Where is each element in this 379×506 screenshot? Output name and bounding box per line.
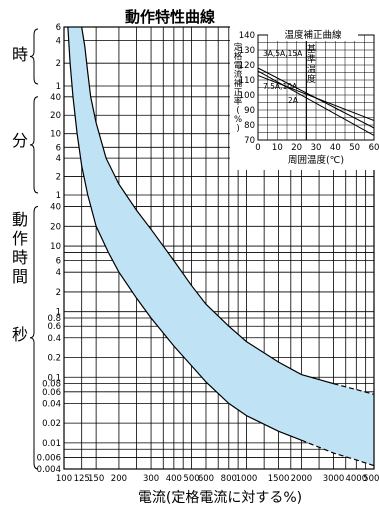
inset-x-tick-label: 30	[311, 143, 322, 153]
x-tick-label: 125	[74, 474, 90, 484]
y-tick-label: 4	[56, 268, 61, 278]
x-tick-label: 4000	[345, 474, 367, 484]
inset-y-tick-label: 140	[239, 31, 255, 41]
x-tick-label: 800	[221, 474, 237, 484]
y-tick-label: 40	[50, 203, 61, 213]
y-tick-label: 0.4	[47, 334, 61, 344]
annotation-reference-temperature: 基準温度	[307, 43, 316, 85]
x-tick-label: 5000	[363, 474, 379, 484]
x-tick-label: 400	[166, 474, 182, 484]
inset-y-tick-label: 70	[244, 136, 255, 146]
y-tick-label: 0.06	[42, 388, 61, 398]
max-time-curve-solid	[81, 27, 334, 385]
inset-y-tick-label: 120	[239, 61, 255, 71]
x-tick-label: 600	[198, 474, 214, 484]
inset-y-tick-label: 110	[239, 76, 255, 86]
x-tick-label: 2000	[291, 474, 313, 484]
y-tick-label: 0.8	[47, 314, 61, 324]
inset-x-tick-label: 10	[272, 143, 283, 153]
x-tick-label: 150	[88, 474, 104, 484]
y-tick-label: 6	[56, 23, 61, 33]
inset-y-axis-title: 定格電流補正率(%)	[234, 42, 243, 134]
inset-y-tick-label: 90	[244, 106, 255, 116]
min-time-curve-dashed	[301, 439, 374, 467]
y-tick-label: 0.02	[42, 419, 61, 429]
y-tick-label: 6	[56, 143, 61, 153]
main-plot-frame	[63, 26, 375, 470]
y-tick-label: 1	[56, 191, 61, 201]
x-tick-label: 300	[143, 474, 159, 484]
min-time-curve-solid	[67, 27, 302, 441]
y-tick-label: 2	[56, 288, 61, 298]
y-tick-label: 2	[56, 59, 61, 69]
inset-y-axis-title-text: 定格電流補正率(%)	[234, 42, 243, 134]
inset-x-tick-label: 20	[291, 143, 302, 153]
correction-line	[258, 75, 374, 121]
inset-x-tick-label: 60	[369, 143, 379, 153]
inset-y-tick-label: 100	[239, 91, 255, 101]
x-tick-label: 100	[56, 474, 72, 484]
inset-chart-title: 温度補正曲線	[284, 29, 342, 41]
correction-line	[258, 70, 374, 136]
annotation-7-5a-10a: 7.5A,10A	[263, 82, 298, 91]
y-tick-label: 10	[50, 242, 61, 252]
inset-x-tick-label: 0	[255, 143, 260, 153]
y-tick-label: 4	[56, 36, 61, 46]
main-chart-title: 動作特性曲線	[125, 8, 215, 26]
y-tick-label: 1	[56, 308, 61, 318]
y-group-label-seconds: 秒	[12, 325, 28, 344]
y-tick-label: 0.2	[47, 354, 61, 364]
y-tick-label: 6	[56, 257, 61, 267]
x-tick-label: 3000	[323, 474, 345, 484]
y-tick-label: 0.004	[37, 465, 61, 475]
x-tick-label: 200	[111, 474, 127, 484]
inset-annotations: 3A,5A,15A 7.5A,10A 2A 基準温度	[263, 43, 316, 105]
annotation-3a-5a-15a: 3A,5A,15A	[263, 49, 303, 58]
y-tick-label: 0.006	[37, 453, 61, 463]
inset-x-tick-label: 50	[349, 143, 360, 153]
inset-series	[258, 67, 374, 136]
y-group-brace	[29, 96, 39, 194]
y-group-label-hours: 時	[12, 45, 28, 64]
y-tick-label: 2	[56, 173, 61, 183]
tolerance-band	[67, 27, 374, 467]
y-group-brace	[29, 28, 39, 85]
inset-title-box	[268, 27, 358, 41]
inset-y-tick-label: 80	[244, 121, 255, 131]
main-x-axis-title: 電流(定格電流に対する%)	[138, 490, 302, 506]
y-tick-label: 10	[50, 130, 61, 140]
main-y-tick-labels: 6421402010642140201064210.80.60.40.20.10…	[37, 23, 61, 475]
inset-y-tick-label: 130	[239, 46, 255, 56]
y-tick-label: 0.08	[42, 380, 61, 390]
inset-tick-labels: 70 80 90 100 110 120 130 140 0 10 20 30 40 50 60	[239, 31, 379, 153]
y-tick-label: 20	[50, 222, 61, 232]
y-group-label-minutes: 分	[12, 131, 28, 150]
y-tick-label: 40	[50, 93, 61, 103]
y-group-brace	[29, 206, 39, 470]
y-tick-label: 20	[50, 111, 61, 121]
y-group-label-operating-time: 動作時間	[12, 210, 28, 286]
max-time-curve-dashed	[333, 383, 374, 395]
inset-x-tick-label: 40	[330, 143, 341, 153]
y-tick-label: 1	[56, 82, 61, 92]
annotation-2a: 2A	[288, 96, 299, 105]
y-tick-label: 4	[56, 154, 61, 164]
y-tick-label: 0.6	[47, 322, 61, 332]
y-tick-label: 0.1	[47, 373, 61, 383]
y-tick-label: 0.01	[42, 439, 61, 449]
x-tick-label: 1000	[236, 474, 258, 484]
tolerance-band-fill	[67, 27, 374, 466]
y-tick-label: 0.04	[42, 399, 61, 409]
x-tick-label: 1500	[268, 474, 290, 484]
inset-x-axis-title: 周囲温度(℃)	[288, 154, 344, 166]
x-tick-label: 500	[183, 474, 199, 484]
